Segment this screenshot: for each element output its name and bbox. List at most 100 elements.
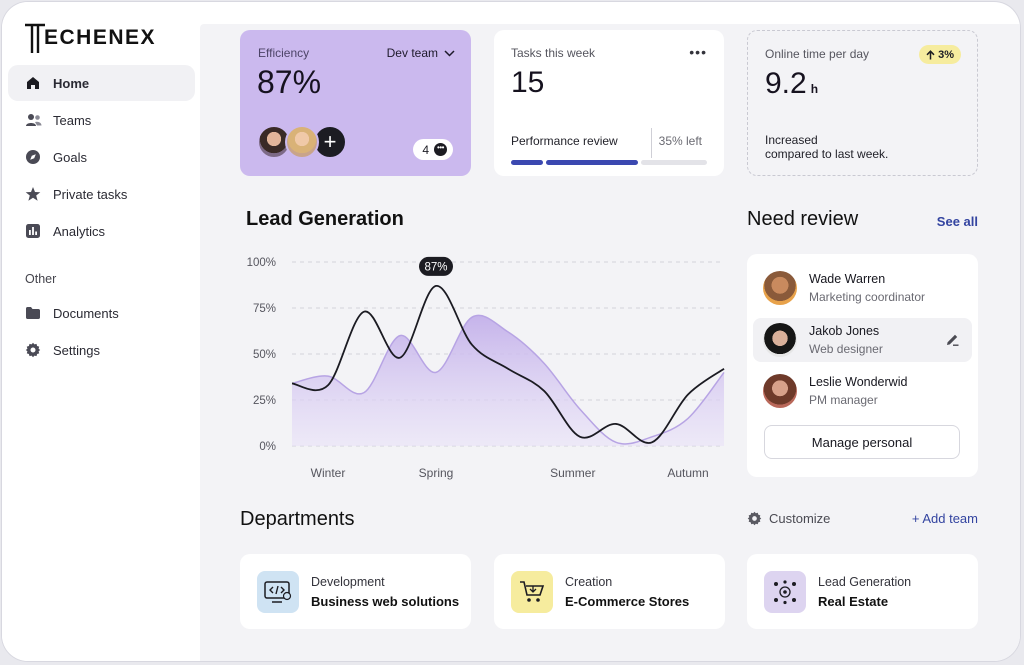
sidebar-item-label: Analytics	[53, 223, 106, 239]
lead-generation-chart: 100% 75% 50% 25% 0% 87% Winter Spring Summer Autu…	[247, 256, 725, 480]
person-role: PM manager	[809, 393, 878, 407]
folder-icon	[24, 304, 42, 322]
brand-name: ECHENEX	[44, 26, 157, 49]
analytics-icon	[24, 222, 42, 240]
sidebar-item-settings[interactable]: Settings	[8, 332, 195, 368]
department-card[interactable]: Lead Generation Real Estate	[747, 554, 978, 629]
target-audience-icon	[764, 570, 806, 613]
add-member-button[interactable]: +	[313, 125, 347, 159]
review-person[interactable]: Wade Warren Marketing coordinator	[753, 266, 972, 310]
avatar	[763, 271, 797, 305]
department-card[interactable]: Development Business web solutions	[240, 554, 471, 629]
sidebar-nav: Home Teams Goals Private tasks	[8, 65, 195, 369]
x-tick-label: Summer	[550, 466, 595, 480]
manage-personal-button[interactable]: Manage personal	[764, 425, 960, 459]
sidebar-item-label: Documents	[53, 305, 119, 321]
sidebar-item-label: Private tasks	[53, 186, 128, 202]
add-team-button[interactable]: + Add team	[911, 511, 978, 526]
lead-generation-title: Lead Generation	[246, 208, 404, 230]
sidebar-item-label: Settings	[53, 342, 100, 358]
y-tick-label: 50%	[253, 349, 276, 361]
customize-button[interactable]: Customize	[747, 511, 830, 526]
progress-segment-active	[546, 160, 638, 165]
line-series	[291, 285, 725, 444]
person-role: Marketing coordinator	[809, 290, 926, 304]
tasks-value: 15	[511, 66, 545, 99]
gear-icon	[747, 511, 762, 526]
sidebar: ECHENEX Home Teams Goals	[2, 2, 200, 661]
sidebar-item-private-tasks[interactable]: Private tasks	[8, 176, 195, 212]
sidebar-item-label: Home	[53, 75, 90, 91]
progress-bar	[511, 160, 707, 165]
tooltip-bubble	[419, 256, 453, 276]
need-review-title: Need review	[747, 208, 859, 230]
sidebar-item-teams[interactable]: Teams	[8, 102, 195, 138]
department-type: Creation	[565, 574, 613, 589]
online-time-card: Online time per day 3% 9.2 h Increased co…	[747, 30, 978, 176]
teams-icon	[24, 111, 42, 129]
star-icon	[24, 185, 42, 203]
department-name: Business web solutions	[311, 593, 460, 609]
progress-remaining: 35% left	[658, 134, 702, 148]
sidebar-item-home[interactable]: Home	[8, 65, 195, 101]
change-value: 3%	[938, 48, 954, 61]
progress-segment-done	[511, 160, 543, 165]
team-avatars: +	[257, 125, 347, 159]
note-line: compared to last week.	[765, 147, 889, 161]
main-content: Efficiency Dev team 87% + 4 ••• Tasks th…	[200, 24, 1020, 661]
more-options-icon[interactable]: •••	[689, 44, 707, 60]
see-all-link[interactable]: See all	[936, 214, 978, 229]
progress-segment-remaining	[641, 160, 707, 165]
x-tick-label: Spring	[419, 466, 454, 480]
review-person[interactable]: Jakob Jones Web designer	[753, 318, 972, 362]
sidebar-item-label: Goals	[53, 149, 87, 165]
more-icon: •••	[434, 143, 447, 156]
department-name: E-Commerce Stores	[565, 593, 690, 609]
department-type: Development	[311, 574, 385, 589]
avatar	[763, 374, 797, 408]
team-dropdown-label: Dev team	[386, 46, 438, 60]
online-time-unit: h	[810, 82, 819, 96]
progress-label: Performance review	[511, 134, 618, 148]
department-card[interactable]: Creation E-Commerce Stores	[494, 554, 725, 629]
online-time-label: Online time per day	[765, 47, 870, 61]
chevron-down-icon	[444, 49, 455, 57]
efficiency-card: Efficiency Dev team 87% + 4 •••	[240, 30, 471, 176]
edit-icon[interactable]	[945, 332, 960, 347]
sidebar-section-other: Other	[25, 272, 57, 286]
dev-icon	[257, 570, 299, 613]
sidebar-item-goals[interactable]: Goals	[8, 139, 195, 175]
efficiency-label: Efficiency	[258, 46, 310, 60]
member-count-badge[interactable]: 4 •••	[413, 139, 453, 160]
y-tick-label: 25%	[253, 395, 276, 407]
tasks-label: Tasks this week	[511, 46, 596, 60]
note-line: Increased	[765, 133, 818, 147]
review-card: Wade Warren Marketing coordinator Jakob …	[747, 254, 978, 477]
area-series-outline	[291, 314, 725, 445]
online-time-number: 9.2	[765, 67, 807, 100]
efficiency-value: 87%	[257, 64, 322, 100]
departments-title: Departments	[240, 508, 355, 530]
gear-icon	[24, 341, 42, 359]
member-count: 4	[422, 142, 429, 157]
change-badge: 3%	[919, 45, 961, 64]
progress-divider	[651, 128, 652, 158]
y-tick-label: 100%	[247, 257, 276, 269]
team-dropdown[interactable]: Dev team	[387, 46, 455, 60]
online-time-note: Increased compared to last week.	[765, 133, 925, 161]
area-series	[292, 315, 724, 446]
sidebar-item-analytics[interactable]: Analytics	[8, 213, 195, 249]
compass-icon	[24, 148, 42, 166]
avatar[interactable]	[285, 125, 319, 159]
home-icon	[24, 74, 42, 92]
logo[interactable]: ECHENEX	[24, 22, 156, 54]
sidebar-item-documents[interactable]: Documents	[8, 295, 195, 331]
arrow-up-icon	[926, 49, 935, 59]
review-person[interactable]: Leslie Wonderwid PM manager	[753, 369, 972, 413]
department-name: Real Estate	[818, 593, 889, 609]
online-time-value: 9.2 h	[765, 67, 818, 101]
tasks-card: Tasks this week ••• 15 Performance revie…	[494, 30, 724, 176]
person-name: Leslie Wonderwid	[809, 375, 908, 389]
department-type: Lead Generation	[818, 574, 912, 589]
